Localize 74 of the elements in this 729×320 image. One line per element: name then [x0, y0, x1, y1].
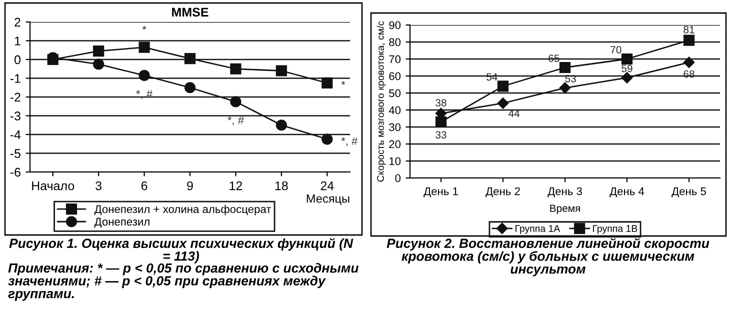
- point: [683, 34, 695, 46]
- x-tick-label: 18: [275, 181, 288, 190]
- point: [276, 65, 287, 76]
- y-tick-label: 30: [389, 123, 401, 132]
- y-tick-label: 80: [389, 38, 401, 46]
- point: [230, 63, 242, 74]
- y-tick-label: 60: [389, 72, 401, 80]
- x-tick-label: 12: [230, 181, 242, 190]
- annotation: *: [341, 80, 346, 85]
- y-tick-label: 0: [395, 174, 401, 182]
- point: [138, 70, 150, 81]
- x-tick-label: 9: [187, 181, 193, 190]
- x-tick-label: День 2: [486, 187, 520, 198]
- legend-label: Группа 1В: [593, 225, 638, 234]
- legend-label: Донепезил: [94, 218, 150, 228]
- x-tick-label: День 3: [548, 187, 582, 198]
- y-tick-label: 0: [14, 55, 20, 64]
- y-tick-label: 2: [14, 18, 20, 27]
- data-label: 53: [565, 74, 576, 82]
- point: [184, 53, 196, 64]
- y-tick-label: -4: [10, 130, 21, 140]
- point: [559, 62, 571, 74]
- point: [621, 72, 633, 84]
- point: [184, 82, 196, 94]
- legend-label: Группа 1А: [516, 225, 560, 234]
- annotation: *, #: [341, 137, 358, 146]
- point: [621, 53, 633, 65]
- point: [138, 42, 150, 53]
- point: [497, 98, 509, 109]
- y-tick-label: -3: [10, 112, 20, 120]
- data-label: 33: [436, 131, 446, 139]
- x-tick-label: День 5: [672, 187, 706, 198]
- text: Примечания: * — p < 0,05 по сравнению с исходными значениями; # — p < 0,05 при сравнениях между группами.: [8, 263, 359, 301]
- text: Рисунок 2. Восстановление линейной скорости кровотока (см/с) у больных с ишемическим инсультом: [386, 238, 710, 276]
- point: [559, 82, 571, 94]
- y-tick-label: 50: [389, 89, 401, 98]
- point: [276, 120, 287, 131]
- point: [93, 58, 104, 70]
- y-axis-title: Скорость мозгового кровотока, см/с: [376, 21, 386, 182]
- x-tick-label: 24: [320, 181, 334, 190]
- point: [435, 116, 447, 128]
- text: Рисунок 1. Оценка высших психических функций (N = 113): [9, 238, 354, 264]
- x-tick-label: 3: [96, 181, 102, 190]
- y-tick-label: -5: [10, 149, 20, 158]
- legend-label: Донепезил + холина альфосцерат: [94, 204, 272, 216]
- data-label: 59: [622, 64, 632, 72]
- annotation: *: [142, 26, 146, 30]
- x-tick-label: День 1: [424, 187, 458, 198]
- y-tick-label: 1: [14, 36, 20, 46]
- y-tick-label: 70: [389, 55, 401, 64]
- y-tick-label: -2: [10, 92, 20, 102]
- y-tick-label: 10: [389, 157, 401, 166]
- data-label: 81: [684, 26, 694, 34]
- y-tick-label: 90: [389, 21, 401, 30]
- point: [322, 77, 333, 88]
- x-tick-label: Начало: [32, 181, 74, 190]
- data-label: 38: [436, 99, 446, 106]
- point: [322, 134, 333, 145]
- data-label: 44: [508, 110, 520, 118]
- y-tick-label: 20: [389, 140, 401, 148]
- point: [93, 46, 104, 57]
- point: [497, 80, 509, 92]
- chart-title: MMSE: [172, 8, 208, 17]
- x-tick-label: День 4: [610, 187, 644, 198]
- point: [230, 96, 242, 108]
- x-tick-label: 6: [141, 181, 148, 190]
- y-tick-label: -6: [10, 168, 20, 177]
- annotation: *, #: [228, 116, 244, 126]
- data-label: 70: [610, 46, 622, 54]
- y-tick-label: 40: [388, 106, 401, 114]
- point: [683, 56, 695, 68]
- x-axis-title: Месяцы: [306, 194, 350, 205]
- y-tick-label: -1: [10, 74, 20, 83]
- x-axis-title: Время: [550, 204, 580, 214]
